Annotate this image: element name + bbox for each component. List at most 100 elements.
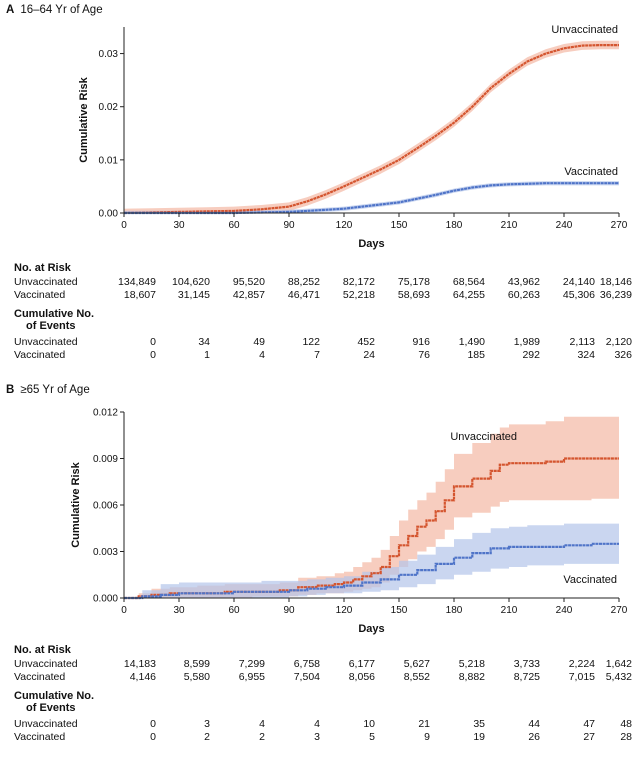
y-tick-label: 0.006 [93,501,118,512]
y-axis-label: Cumulative Risk [78,76,90,162]
table-cell: 75,178 [397,276,430,288]
table-cell: 6,955 [238,671,265,683]
table-cell: 43,962 [507,276,540,288]
table-cell: 7,015 [568,671,595,683]
table-cell: 6,177 [348,658,375,670]
table-cell: 2 [259,731,265,743]
x-tick-label: 240 [556,605,573,616]
at-risk-title: No. at Risk [14,262,71,274]
table-cell: 44 [528,718,540,730]
series-label-vaccinated: Vaccinated [564,166,618,178]
table-cell: 3 [314,731,320,743]
at-risk-row-unvaccinated: Unvaccinated 134,849 104,620 95,520 88,252 8… [0,276,640,288]
x-tick-label: 90 [283,220,295,231]
ci-band-unvaccinated [124,40,619,213]
panel-a-letter: A [6,4,15,16]
table-cell: 2,224 [568,658,595,670]
x-tick-label: 0 [121,605,127,616]
x-axis-label: Days [358,623,384,635]
panel-b-chart: 0 30 60 90 120 150 180 210 240 270 0.000 0.003 0.006… [70,408,628,636]
x-tick-label: 210 [501,220,518,231]
series-label-unvaccinated: Unvaccinated [450,431,517,443]
table-cell: 18,146 [599,276,632,288]
x-tick-label: 30 [173,220,185,231]
table-cell: 2,113 [569,336,596,348]
table-cell: 5,218 [458,658,485,670]
panel-b-title-text: ≥65 Yr of Age [20,384,90,396]
table-cell: 24,140 [562,276,595,288]
x-tick-label: 120 [336,220,353,231]
x-tick-label: 150 [391,605,408,616]
table-cell: 134,849 [118,276,156,288]
table-cell: 3,733 [513,658,540,670]
table-cell: 1 [204,349,210,361]
table-cell: 46,471 [287,289,320,301]
table-cell: 27 [583,731,595,743]
ci-band-unvaccinated [124,416,619,598]
y-tick-label: 0.00 [99,209,119,220]
table-cell: 68,564 [452,276,485,288]
x-tick-label: 180 [446,220,463,231]
table-cell: 34 [198,336,210,348]
table-cell: 45,306 [562,289,595,301]
series-label-vaccinated: Vaccinated [563,574,617,586]
row-label: Vaccinated [14,349,66,361]
y-tick-label: 0.03 [99,49,119,60]
table-cell: 5 [369,731,375,743]
table-cell: 0 [150,336,156,348]
events-row-unvaccinated: Unvaccinated 0 34 49 122 452 916 1,490 1,989 2,1… [0,336,640,348]
table-cell: 2 [204,731,210,743]
events-title-line-2: of Events [26,320,76,332]
table-cell: 3 [204,718,210,730]
table-cell: 0 [150,731,156,743]
table-cell: 82,172 [342,276,375,288]
series-line-vaccinated [124,182,619,215]
x-tick-label: 60 [228,220,240,231]
table-cell: 0 [150,718,156,730]
table-cell: 2,120 [605,336,632,348]
row-label: Unvaccinated [14,658,78,670]
table-cell: 7,299 [238,658,265,670]
table-cell: 6,758 [293,658,320,670]
series-line-vaccinated [124,542,619,600]
table-cell: 4 [314,718,320,730]
x-tick-label: 90 [283,605,295,616]
table-cell: 18,607 [123,289,156,301]
events-row-vaccinated: Vaccinated 0 1 4 7 24 76 185 292 324 326 [0,349,640,361]
table-cell: 24 [363,349,375,361]
table-cell: 36,239 [599,289,632,301]
table-cell: 10 [363,718,375,730]
row-label: Vaccinated [14,289,66,301]
table-cell: 1,490 [458,336,485,348]
table-cell: 8,056 [348,671,375,683]
x-tick-label: 180 [446,605,463,616]
row-label: Vaccinated [14,671,66,683]
x-tick-label: 240 [556,220,573,231]
y-axis-label: Cumulative Risk [70,461,82,547]
table-cell: 185 [467,349,485,361]
panel-a-chart: 0 30 60 90 120 150 180 210 240 270 0.00 0.01 0.02 0.0… [78,24,628,250]
table-cell: 292 [522,349,540,361]
table-cell: 1,989 [513,336,540,348]
table-cell: 0 [150,349,156,361]
x-tick-label: 270 [611,220,628,231]
table-cell: 52,218 [342,289,375,301]
table-cell: 35 [473,718,485,730]
panel-a-title-text: 16–64 Yr of Age [20,4,103,16]
y-tick-label: 0.012 [93,408,118,419]
table-cell: 60,263 [507,289,540,301]
panel-b: B ≥65 Yr of Age 0 30 60 90 120 150 180 210 240 270… [0,380,640,759]
x-tick-label: 60 [228,605,240,616]
series-line-unvaccinated [123,44,619,215]
x-tick-label: 120 [336,605,353,616]
panel-b-title: B ≥65 Yr of Age [6,384,90,396]
x-axis-label: Days [358,238,384,250]
row-label: Vaccinated [14,731,66,743]
events-title-line-1: Cumulative No. [14,308,95,320]
table-cell: 8,599 [183,658,210,670]
table-cell: 58,693 [397,289,430,301]
table-cell: 8,882 [458,671,485,683]
table-cell: 4,146 [129,671,156,683]
events-title-line-1: Cumulative No. [14,690,95,702]
x-tick-label: 30 [173,605,185,616]
